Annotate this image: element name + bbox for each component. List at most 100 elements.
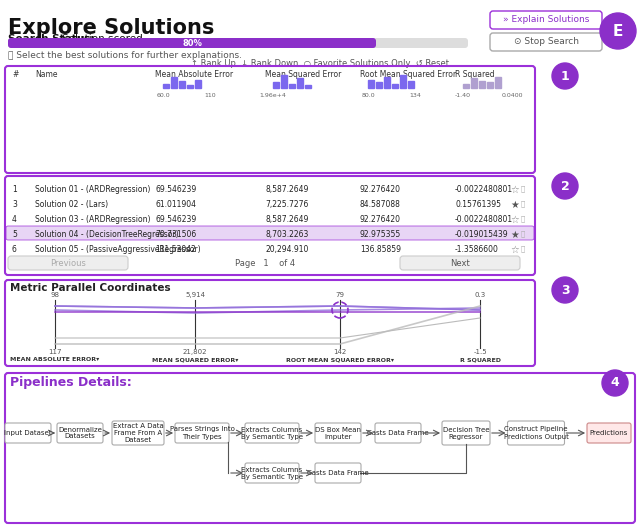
FancyBboxPatch shape bbox=[6, 226, 534, 240]
FancyBboxPatch shape bbox=[57, 423, 103, 443]
Text: 2: 2 bbox=[561, 180, 570, 193]
FancyBboxPatch shape bbox=[375, 423, 421, 443]
Text: 134: 134 bbox=[409, 93, 421, 98]
Text: -0.0022480801: -0.0022480801 bbox=[455, 215, 513, 224]
Bar bbox=[195, 80, 201, 88]
Text: ★: ★ bbox=[510, 200, 519, 210]
Circle shape bbox=[600, 13, 636, 49]
FancyBboxPatch shape bbox=[112, 421, 164, 445]
Text: Previous: Previous bbox=[50, 259, 86, 268]
Text: 69.546239: 69.546239 bbox=[155, 185, 196, 194]
Bar bbox=[297, 78, 303, 88]
Text: 6: 6 bbox=[12, 245, 17, 254]
Text: Next: Next bbox=[450, 259, 470, 268]
FancyBboxPatch shape bbox=[5, 423, 51, 443]
Text: ⓘ Select the best solutions for further explanations.: ⓘ Select the best solutions for further … bbox=[8, 51, 242, 60]
Text: 70.731506: 70.731506 bbox=[155, 230, 196, 239]
Bar bbox=[479, 81, 485, 88]
Text: Extracts Columns
By Semantic Type: Extracts Columns By Semantic Type bbox=[241, 467, 303, 479]
Text: ☆: ☆ bbox=[510, 185, 519, 195]
Text: ⬜: ⬜ bbox=[521, 185, 525, 192]
Bar bbox=[495, 77, 501, 88]
Bar bbox=[400, 76, 406, 88]
Text: -1.3586600: -1.3586600 bbox=[455, 245, 499, 254]
Text: 69.546239: 69.546239 bbox=[155, 215, 196, 224]
Circle shape bbox=[552, 277, 578, 303]
Text: ROOT MEAN SQUARED ERROR▾: ROOT MEAN SQUARED ERROR▾ bbox=[286, 357, 394, 362]
Text: 5: 5 bbox=[12, 230, 17, 239]
Text: Construct Pipeline
Predictions Output: Construct Pipeline Predictions Output bbox=[504, 427, 568, 439]
Text: Casts Data Frame: Casts Data Frame bbox=[307, 470, 369, 476]
FancyBboxPatch shape bbox=[315, 423, 361, 443]
Bar bbox=[273, 82, 279, 88]
Circle shape bbox=[552, 173, 578, 199]
Text: 20,294.910: 20,294.910 bbox=[265, 245, 308, 254]
Bar bbox=[384, 77, 390, 88]
Text: Search Status:: Search Status: bbox=[8, 34, 94, 44]
Text: ↑ Rank Up  ↓ Rank Down  ○ Favorite Solutions Only  ↺ Reset: ↑ Rank Up ↓ Rank Down ○ Favorite Solutio… bbox=[191, 59, 449, 68]
Text: Pipelines Details:: Pipelines Details: bbox=[10, 376, 132, 389]
Text: Root Mean Squared Error: Root Mean Squared Error bbox=[360, 70, 456, 79]
Text: ☆: ☆ bbox=[510, 245, 519, 255]
Text: 8,587.2649: 8,587.2649 bbox=[265, 215, 308, 224]
Bar bbox=[289, 84, 295, 88]
FancyBboxPatch shape bbox=[245, 423, 299, 443]
Text: Mean Absolute Error: Mean Absolute Error bbox=[155, 70, 233, 79]
Text: 79: 79 bbox=[335, 292, 344, 298]
Text: 1: 1 bbox=[12, 185, 17, 194]
Text: 111.53042: 111.53042 bbox=[155, 245, 196, 254]
Bar bbox=[163, 84, 169, 88]
Text: Solution 02 - (Lars): Solution 02 - (Lars) bbox=[35, 200, 108, 209]
Bar bbox=[281, 76, 287, 88]
Text: Input Dataset: Input Dataset bbox=[4, 430, 52, 436]
Text: ☆: ☆ bbox=[510, 215, 519, 225]
Text: Solution 04 - (DecisionTreeRegressor): Solution 04 - (DecisionTreeRegressor) bbox=[35, 230, 179, 239]
FancyBboxPatch shape bbox=[508, 421, 564, 445]
Bar bbox=[408, 81, 414, 88]
Text: 80%: 80% bbox=[182, 39, 202, 48]
Text: 5,914: 5,914 bbox=[185, 292, 205, 298]
Text: Explore Solutions: Explore Solutions bbox=[8, 18, 214, 38]
Text: 117: 117 bbox=[48, 349, 61, 355]
FancyBboxPatch shape bbox=[245, 463, 299, 483]
Text: ⬜: ⬜ bbox=[521, 200, 525, 206]
Bar bbox=[392, 84, 398, 88]
Circle shape bbox=[552, 63, 578, 89]
Circle shape bbox=[602, 370, 628, 396]
Text: #: # bbox=[12, 70, 19, 79]
Text: ⊙ Stop Search: ⊙ Stop Search bbox=[513, 37, 579, 46]
FancyBboxPatch shape bbox=[400, 256, 520, 270]
Text: R SQUARED: R SQUARED bbox=[460, 357, 500, 362]
Text: Extract A Data
Frame From A
Dataset: Extract A Data Frame From A Dataset bbox=[113, 423, 163, 443]
Text: Solution 05 - (PassiveAggressiveRegressor): Solution 05 - (PassiveAggressiveRegresso… bbox=[35, 245, 200, 254]
Text: Extracts Columns
By Semantic Type: Extracts Columns By Semantic Type bbox=[241, 427, 303, 439]
Text: ⬜: ⬜ bbox=[521, 245, 525, 252]
Text: 142: 142 bbox=[333, 349, 347, 355]
FancyBboxPatch shape bbox=[175, 423, 229, 443]
Text: Solution 01 - (ARDRegression): Solution 01 - (ARDRegression) bbox=[35, 185, 150, 194]
Bar bbox=[487, 82, 493, 88]
Text: 8,703.2263: 8,703.2263 bbox=[265, 230, 308, 239]
FancyBboxPatch shape bbox=[8, 38, 468, 48]
Text: 80.0: 80.0 bbox=[361, 93, 375, 98]
Text: 1: 1 bbox=[561, 70, 570, 82]
Text: 92.975355: 92.975355 bbox=[360, 230, 401, 239]
Text: 3: 3 bbox=[12, 200, 17, 209]
Text: Metric Parallel Coordinates: Metric Parallel Coordinates bbox=[10, 283, 171, 293]
Text: 0.0400: 0.0400 bbox=[501, 93, 523, 98]
Text: 61.011904: 61.011904 bbox=[155, 200, 196, 209]
Text: ⬜: ⬜ bbox=[521, 215, 525, 222]
Text: ★: ★ bbox=[510, 230, 519, 240]
Text: R Squared: R Squared bbox=[455, 70, 495, 79]
Text: E: E bbox=[613, 24, 623, 39]
Text: 7,225.7276: 7,225.7276 bbox=[265, 200, 308, 209]
Text: 92.276420: 92.276420 bbox=[360, 215, 401, 224]
Text: Casts Data Frame: Casts Data Frame bbox=[367, 430, 429, 436]
Bar bbox=[471, 78, 477, 88]
Text: -0.019015439: -0.019015439 bbox=[455, 230, 509, 239]
Text: DS Box Mean
Imputer: DS Box Mean Imputer bbox=[315, 427, 361, 439]
Text: 60.0: 60.0 bbox=[156, 93, 170, 98]
Text: Solution scored: Solution scored bbox=[62, 34, 143, 44]
FancyBboxPatch shape bbox=[8, 256, 128, 270]
Text: ⬜: ⬜ bbox=[521, 230, 525, 237]
